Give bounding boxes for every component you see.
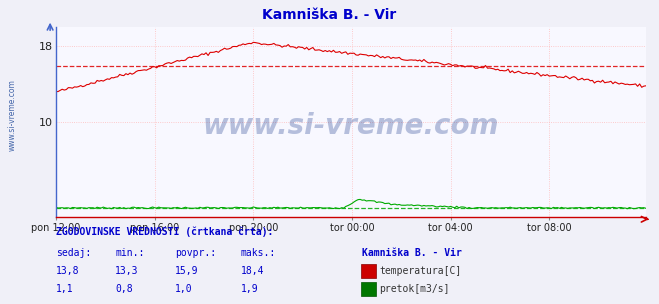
Text: povpr.:: povpr.: <box>175 248 215 258</box>
Text: ZGODOVINSKE VREDNOSTI (črtkana črta):: ZGODOVINSKE VREDNOSTI (črtkana črta): <box>56 226 273 237</box>
Text: 1,0: 1,0 <box>175 284 192 294</box>
Text: 13,8: 13,8 <box>56 266 80 276</box>
Text: maks.:: maks.: <box>241 248 275 258</box>
Text: Kamniška B. - Vir: Kamniška B. - Vir <box>262 8 397 22</box>
Text: 1,1: 1,1 <box>56 284 74 294</box>
Text: 15,9: 15,9 <box>175 266 198 276</box>
Text: 1,9: 1,9 <box>241 284 258 294</box>
Text: sedaj:: sedaj: <box>56 248 91 258</box>
Text: 18,4: 18,4 <box>241 266 264 276</box>
Text: www.si-vreme.com: www.si-vreme.com <box>8 80 17 151</box>
Text: 0,8: 0,8 <box>115 284 133 294</box>
Text: www.si-vreme.com: www.si-vreme.com <box>203 112 499 140</box>
Text: Kamniška B. - Vir: Kamniška B. - Vir <box>362 248 463 258</box>
Text: pretok[m3/s]: pretok[m3/s] <box>380 284 450 294</box>
Text: temperatura[C]: temperatura[C] <box>380 266 462 276</box>
Text: 13,3: 13,3 <box>115 266 139 276</box>
Text: min.:: min.: <box>115 248 145 258</box>
